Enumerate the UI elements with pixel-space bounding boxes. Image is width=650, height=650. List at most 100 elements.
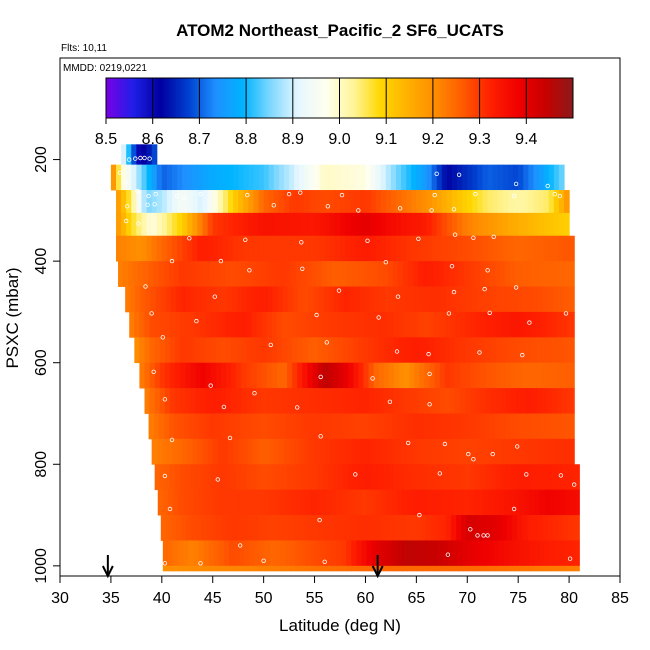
- heatmap-cell: [337, 388, 344, 414]
- heatmap-cell: [402, 489, 408, 516]
- heatmap-cell: [330, 565, 337, 572]
- heatmap-cell: [494, 261, 501, 287]
- heatmap-cell: [360, 164, 367, 191]
- heatmap-cell: [345, 164, 351, 191]
- heatmap-cell: [376, 565, 383, 572]
- heatmap-cell: [302, 388, 309, 414]
- heatmap-cell: [285, 565, 291, 572]
- heatmap-cell: [131, 212, 137, 237]
- sample-point: [218, 258, 224, 264]
- colorbar-swatch: [157, 78, 161, 118]
- heatmap-cell: [494, 413, 501, 440]
- sample-point: [160, 335, 165, 340]
- heatmap-cell: [218, 540, 225, 567]
- heatmap-cell: [345, 438, 351, 465]
- heatmap-cell: [368, 362, 375, 389]
- heatmap-cell: [123, 261, 129, 287]
- heatmap-cell: [319, 235, 326, 262]
- heatmap-cell: [502, 438, 509, 465]
- sample-point: [513, 181, 519, 187]
- heatmap-cell: [374, 286, 381, 313]
- heatmap-cell: [537, 286, 544, 313]
- heatmap-cell: [575, 489, 580, 516]
- heatmap-cell: [544, 540, 551, 567]
- heatmap-cell: [136, 144, 143, 166]
- heatmap-cell: [261, 337, 268, 364]
- heatmap-cell: [446, 164, 453, 191]
- colorbar-swatch: [432, 78, 436, 118]
- sample-point: [162, 473, 168, 479]
- colorbar-swatch: [418, 78, 422, 118]
- heatmap-cell: [565, 565, 571, 572]
- heatmap-cell: [406, 164, 412, 191]
- heatmap-cell: [548, 212, 555, 237]
- heatmap-cell: [408, 261, 414, 287]
- heatmap-cell: [578, 515, 580, 541]
- heatmap-cell: [237, 515, 243, 541]
- heatmap-cell: [176, 515, 182, 541]
- heatmap-cell: [305, 565, 312, 572]
- heatmap-cell: [383, 337, 390, 364]
- colorbar-tick-label: 9.1: [375, 131, 397, 148]
- sample-point: [237, 543, 243, 548]
- colorbar-swatch: [444, 78, 448, 118]
- heatmap-cell: [327, 362, 334, 389]
- colorbar-swatch: [488, 78, 492, 118]
- heatmap-cell: [207, 235, 214, 262]
- heatmap-cell: [572, 311, 575, 338]
- colorbar-swatch: [264, 78, 268, 118]
- heatmap-cell: [304, 212, 311, 237]
- heatmap-cell: [416, 212, 423, 237]
- heatmap-cell: [328, 286, 335, 313]
- colorbar-swatch: [302, 78, 305, 118]
- heatmap-cell: [205, 362, 212, 389]
- colorbar-swatch: [229, 78, 233, 118]
- heatmap-cell: [439, 464, 446, 491]
- heatmap-cell: [144, 388, 151, 414]
- heatmap-cell: [464, 413, 470, 440]
- heatmap-cell: [495, 388, 502, 414]
- heatmap-cell: [121, 212, 127, 237]
- heatmap-cell: [322, 388, 329, 414]
- heatmap-cell: [565, 540, 571, 567]
- heatmap-cell: [136, 235, 143, 262]
- heatmap-cell: [449, 464, 456, 491]
- heatmap-cell: [289, 235, 295, 262]
- colorbar-swatch: [253, 78, 256, 118]
- heatmap-cell: [212, 235, 219, 262]
- heatmap-cell: [454, 413, 460, 440]
- heatmap-cell: [386, 565, 393, 572]
- heatmap-cell: [336, 261, 343, 287]
- colorbar-tick-label: 9.3: [468, 131, 490, 148]
- heatmap-cell: [378, 337, 385, 364]
- heatmap-cell: [272, 515, 279, 541]
- heatmap-cell: [269, 540, 276, 567]
- heatmap-cell: [305, 540, 312, 567]
- x-tick-label: 55: [306, 590, 324, 607]
- heatmap-cell: [465, 311, 471, 338]
- heatmap-cell: [253, 164, 260, 191]
- sample-point: [437, 471, 442, 476]
- colorbar-swatch: [255, 78, 259, 118]
- heatmap-cell: [407, 489, 413, 516]
- colorbar-swatch: [306, 78, 310, 118]
- colorbar-swatch: [379, 78, 383, 118]
- colorbar-swatch: [558, 78, 562, 118]
- heatmap-cell: [506, 286, 513, 313]
- colorbar-swatch: [544, 78, 548, 118]
- heatmap-cell: [475, 311, 482, 338]
- heatmap-cell: [555, 413, 562, 440]
- heatmap-cell: [430, 286, 437, 313]
- heatmap-cell: [322, 337, 329, 364]
- heatmap-cell: [169, 464, 176, 491]
- heatmap-cell: [503, 565, 510, 572]
- heatmap-cell: [194, 413, 201, 440]
- heatmap-cell: [246, 337, 253, 364]
- heatmap-cell: [174, 261, 180, 287]
- heatmap-cell: [197, 438, 204, 465]
- heatmap-cell: [388, 337, 395, 364]
- heatmap-cell: [204, 261, 211, 287]
- colorbar-swatch: [449, 78, 453, 118]
- colorbar-swatch: [388, 78, 392, 118]
- heatmap-cell: [287, 362, 293, 389]
